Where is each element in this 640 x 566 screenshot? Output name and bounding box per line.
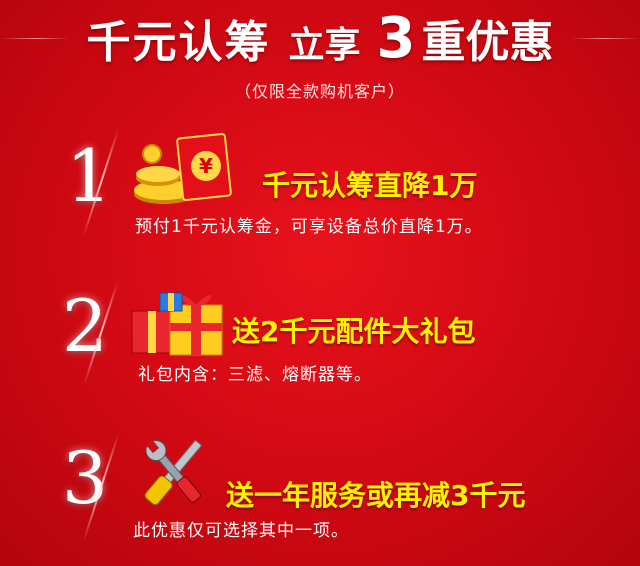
- item-number-3: 3: [62, 436, 108, 520]
- item-heading-1: 千元认筹直降1万: [262, 169, 478, 202]
- red-envelope-coins-icon: ¥: [128, 132, 248, 212]
- item-description-3: 此优惠仅可选择其中一项。: [133, 521, 349, 541]
- title-number: 3: [376, 6, 416, 71]
- title-divider-right: [570, 38, 640, 39]
- page-title: 千元认筹 立享 3 重优惠: [0, 6, 640, 71]
- subtitle: （仅限全款购机客户）: [234, 82, 405, 101]
- wrench-screwdriver-icon: [130, 432, 218, 512]
- item-description-1: 预付1千元认筹金，可享设备总价直降1万。: [135, 217, 483, 237]
- title-part3: 重优惠: [421, 17, 554, 68]
- item-number-1: 1: [66, 134, 112, 218]
- item-number-2: 2: [62, 284, 108, 368]
- title-divider-left: [0, 38, 70, 39]
- title-part2: 立享: [288, 25, 361, 66]
- item-heading-3: 送一年服务或再减3千元: [226, 479, 526, 512]
- item-heading-2: 送2千元配件大礼包: [232, 315, 476, 348]
- title-part1: 千元认筹: [86, 17, 271, 68]
- gift-boxes-icon: [130, 283, 230, 358]
- envelope-yen-label: ¥: [199, 154, 213, 178]
- item-description-2: 礼包内含：三滤、熔断器等。: [138, 365, 372, 385]
